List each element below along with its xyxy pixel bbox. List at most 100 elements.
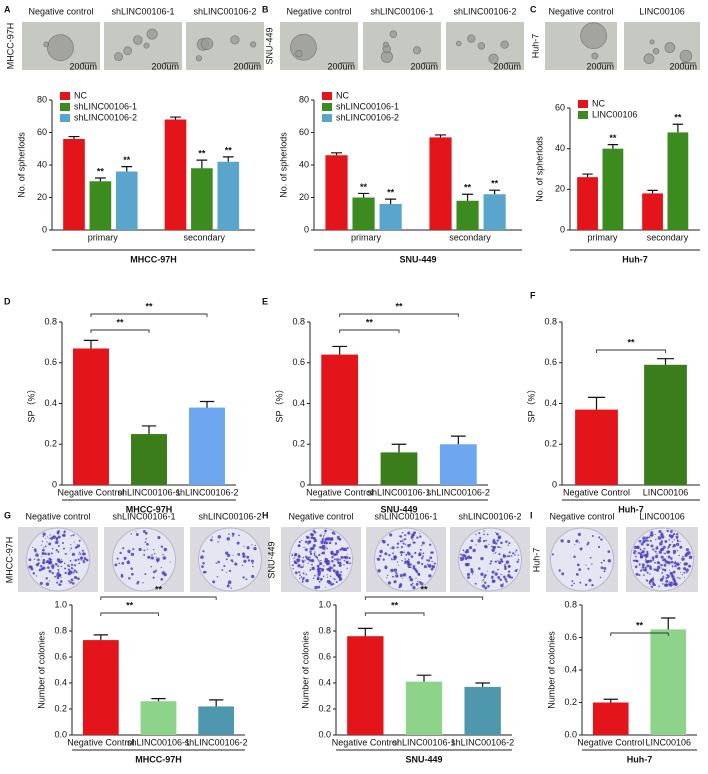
colony (245, 578, 248, 581)
colony (55, 536, 59, 540)
panel-letter: G (4, 510, 11, 520)
sphere (477, 42, 486, 50)
comparison-bracket (100, 596, 217, 600)
image-label: LINC00106 (639, 6, 685, 16)
y-tick-label: 0.2 (544, 439, 557, 449)
colony (428, 574, 432, 578)
panel-letter: E (262, 296, 268, 306)
colony (429, 564, 432, 567)
significance: ** (609, 133, 617, 143)
micrograph: 200um (363, 22, 441, 71)
colony (646, 564, 650, 568)
y-tick-label: 0.8 (292, 316, 305, 326)
colony (325, 586, 327, 588)
colony (408, 575, 412, 579)
colony (664, 552, 666, 555)
colony (217, 560, 220, 564)
colony (417, 580, 419, 583)
significance: ** (225, 145, 233, 155)
colony (635, 555, 637, 558)
colony (376, 558, 378, 560)
dish (374, 527, 438, 592)
colony (312, 536, 316, 540)
colony (401, 539, 404, 542)
colony (683, 571, 686, 574)
colony (69, 549, 71, 551)
scale-bar-label: 200um (586, 61, 614, 71)
comparison-bracket (610, 632, 669, 636)
colony (665, 580, 667, 582)
colony (404, 534, 407, 537)
micrograph (281, 527, 361, 592)
colony (498, 560, 502, 565)
colony (391, 575, 394, 578)
legend-label: shLINC00106-1 (74, 101, 137, 111)
x-tick-label: shLINC00106-1 (127, 737, 190, 747)
y-tick-label: 0.6 (44, 357, 57, 367)
colony (120, 573, 124, 576)
colony (48, 557, 52, 561)
panel-letter: F (530, 290, 536, 300)
colony (71, 552, 76, 557)
error-bar (450, 435, 466, 445)
bar (325, 155, 348, 230)
colony (587, 541, 590, 544)
image-label: Negative control (548, 6, 613, 16)
colony (391, 546, 395, 550)
sphere (230, 35, 240, 45)
colony (645, 560, 648, 564)
colony (202, 570, 206, 574)
colony (42, 548, 45, 552)
panel-letter: B (262, 4, 269, 14)
x-tick-label: primary (88, 232, 119, 242)
colony (464, 557, 468, 560)
x-axis-label: MHCC-97H (126, 504, 173, 514)
colony (431, 560, 433, 563)
colony (655, 546, 659, 550)
micrograph: 200um (186, 22, 264, 71)
colony (68, 580, 70, 582)
colony (74, 570, 76, 572)
colony (246, 546, 250, 550)
colony (327, 576, 329, 578)
bar (189, 407, 225, 485)
colony (76, 577, 80, 581)
image-label: Negative control (549, 511, 614, 521)
sphere (679, 49, 693, 63)
colony (318, 553, 321, 557)
colony (658, 529, 662, 534)
significance: ** (155, 584, 163, 594)
colony (682, 567, 687, 571)
colony (55, 549, 58, 552)
colony (641, 550, 645, 554)
colony (319, 534, 322, 537)
colony (426, 559, 428, 562)
colony (30, 567, 34, 571)
panel-letter: A (4, 4, 11, 14)
colony (39, 581, 43, 585)
colony (651, 586, 654, 588)
colony (660, 563, 663, 567)
colony (322, 575, 325, 578)
comparison-bracket (90, 329, 150, 333)
colony (672, 543, 677, 548)
colony (668, 538, 671, 541)
y-tick-label: 0.0 (564, 729, 577, 739)
colony (418, 552, 422, 556)
colony (414, 551, 417, 555)
colony (131, 572, 134, 576)
colony (430, 567, 434, 571)
colony (576, 563, 580, 567)
sphere (467, 34, 476, 43)
colony (42, 532, 46, 536)
colony (491, 579, 496, 584)
colony (57, 568, 60, 571)
y-axis-label: No. of spherlods (534, 136, 544, 202)
colony (641, 566, 645, 569)
colony (597, 545, 601, 549)
x-axis-label: SNU-449 (399, 254, 436, 264)
colony (302, 572, 305, 575)
colony (31, 546, 34, 549)
colony (68, 570, 71, 573)
colony (308, 558, 312, 562)
